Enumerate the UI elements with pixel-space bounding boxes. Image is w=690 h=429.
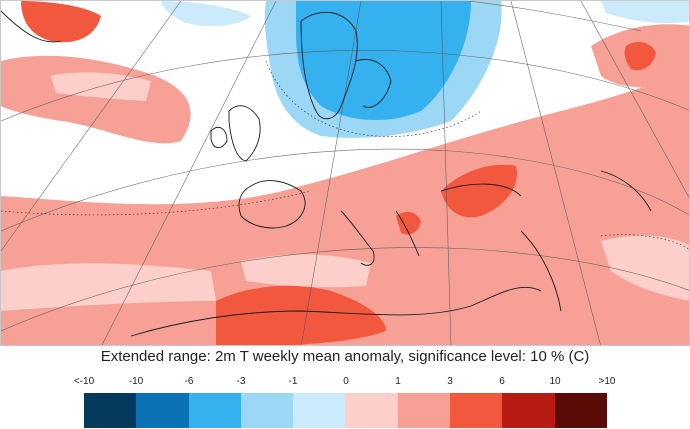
colorbar-tick: -6 [184, 376, 194, 387]
coastlines [1, 10, 652, 337]
map-caption: Extended range: 2m T weekly mean anomaly… [100, 348, 590, 365]
colorbar-swatch [188, 393, 241, 428]
significance-contours [1, 60, 689, 250]
colorbar-swatch [293, 393, 346, 428]
colorbar-swatch [397, 393, 451, 428]
colorbar-tick: 1 [395, 376, 401, 387]
colorbar-tick: >10 [598, 376, 616, 387]
map-canvas [1, 1, 689, 345]
colorbar-tick: 3 [447, 376, 453, 387]
colorbar-tick: 6 [499, 376, 505, 387]
colorbar [84, 393, 607, 428]
colorbar-swatch [84, 393, 137, 428]
colorbar-swatch [345, 393, 398, 428]
colorbar-tick: -3 [236, 376, 246, 387]
colorbar-tick: <-10 [73, 376, 95, 387]
anomaly-strong-warm [21, 1, 656, 345]
colorbar-swatch [450, 393, 503, 428]
colorbar-swatch [136, 393, 189, 428]
colorbar-tick: 0 [343, 376, 349, 387]
anomaly-very-light-cool [161, 1, 689, 27]
colorbar-tick: -10 [128, 376, 144, 387]
colorbar-swatch [240, 393, 294, 428]
colorbar-ticks: <-10 -10 -6 -3 -1 0 1 3 6 10 >10 [0, 376, 690, 390]
colorbar-swatch [502, 393, 555, 428]
colorbar-tick: -1 [288, 376, 298, 387]
colorbar-tick: 10 [549, 376, 561, 387]
anomaly-moderate-cool [296, 1, 471, 121]
graticule [1, 1, 689, 345]
colorbar-swatch [554, 393, 607, 428]
anomaly-map [0, 0, 690, 346]
